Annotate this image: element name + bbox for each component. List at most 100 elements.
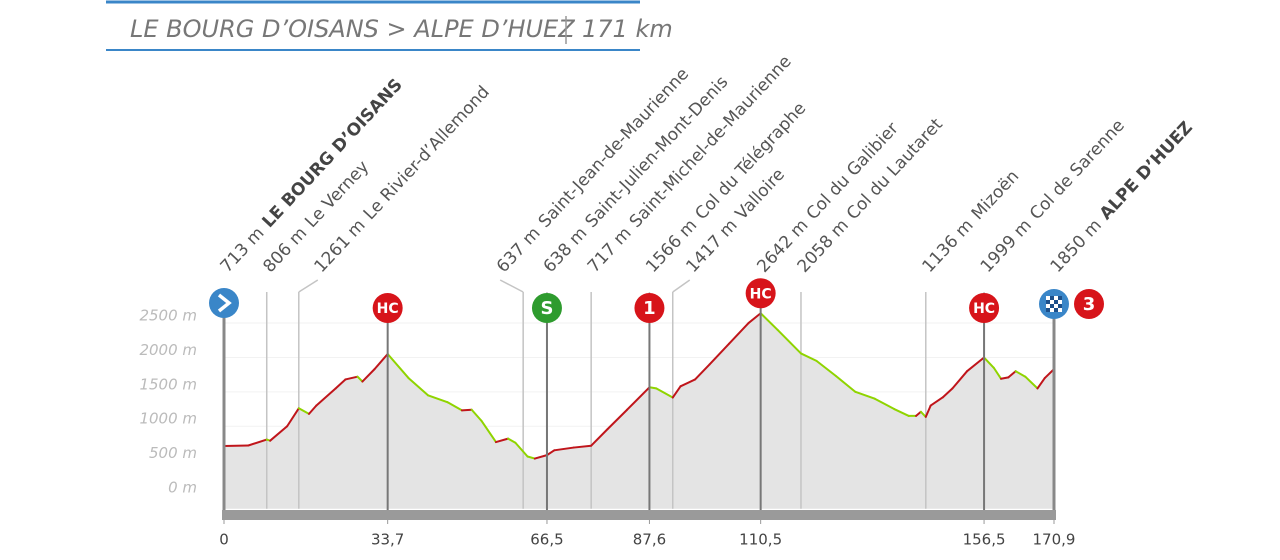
profile-segment [307,404,318,415]
x-tick-label: 66,5 [530,531,563,549]
checker [1046,296,1050,300]
checker [1058,308,1062,312]
profile-segment [951,370,969,390]
profile-segment [446,401,463,412]
ground-bar [222,510,1056,520]
profile-segment [941,387,954,399]
waypoint-elevation: 637 m [493,223,545,276]
y-tick-label: 2500 m [139,307,197,325]
profile-segment [679,378,697,388]
profile-segment [386,353,410,380]
profile-segment [315,387,337,407]
profile-segment [655,387,674,399]
profile-segment [1043,368,1055,380]
profile-segment [507,437,517,444]
profile-segment [407,377,429,397]
profile-segment [460,408,473,412]
profile-segment [356,375,364,383]
x-tick-label: 110,5 [739,531,782,549]
start-arrow [217,293,232,313]
waypoint-label: 1850 mALPE D’HUEZ [1047,118,1197,277]
x-tick-label: 87,6 [633,531,666,549]
profile-segment [893,408,910,417]
waypoint-label: 713 mLE BOURG D’OISANS [217,75,407,277]
profile-segment [1036,377,1046,390]
checker [1054,304,1058,308]
profile-segment [334,378,347,390]
checker [1054,300,1058,304]
profile-segment [708,342,731,366]
profile-area [224,313,1054,509]
y-tick-label: 500 m [149,444,197,462]
checker [1054,308,1058,312]
profile-segment [426,394,449,404]
checker [1046,308,1050,312]
profile-segment [247,438,268,447]
profile-segment [815,359,837,378]
waypoint-elevation: 717 m [584,223,636,276]
profile-segment [919,410,927,418]
x-tick-label: 0 [219,531,229,549]
profile-segment [480,419,497,444]
checker [1058,304,1062,308]
checker [1050,304,1054,308]
checker [1058,296,1062,300]
y-tick-label: 1000 m [139,410,197,428]
profile-segment [545,449,556,457]
profile-segment [648,386,658,390]
waypoint-elevation: 806 m [259,223,311,276]
checker [1050,308,1054,312]
profile-segment [966,356,986,373]
profile-segment [606,408,629,430]
waypoint-label: 1136 mMizoën [918,167,1023,277]
profile-segment [590,427,609,447]
title: LE BOURG D’OISANS > ALPE D’HUEZ [130,15,575,43]
waypoint-elevation: 1850 m [1047,215,1106,276]
profile-segment [361,368,376,383]
profile-segment [924,404,932,418]
profile-segment [1000,376,1010,380]
profile-segment [526,455,536,460]
profile-segment [269,425,289,442]
y-tick-label: 0 m [168,479,197,497]
leader-line [298,279,319,293]
y-tick-label: 1500 m [139,375,197,393]
profile-segment [373,353,389,371]
profile-segment [992,366,1003,380]
profile-segment [747,312,762,325]
profile-segment [799,352,818,362]
checker [1050,300,1054,304]
checker [1050,296,1054,300]
profile-segment [553,446,575,452]
profile-segment [671,385,682,399]
profile-segment [776,328,802,355]
badge-label: S [540,298,553,319]
profile-segment [1007,370,1017,379]
profile-segment [854,390,876,400]
y-tick-label: 2000 m [139,341,197,359]
profile-segment [626,386,651,411]
profile-segment [915,410,922,417]
profile-segment [728,322,750,345]
badge-label: HC [377,301,399,317]
waypoint-elevation: 1999 m [977,215,1036,276]
checker [1054,296,1058,300]
x-tick-label: 33,7 [371,531,404,549]
profile-segment [1024,375,1039,390]
badge [745,278,776,309]
profile-segment [759,312,779,331]
profile-segment [286,407,300,428]
profile-segment [834,375,857,393]
profile-segment [514,441,529,458]
badge-label: HC [750,286,772,302]
badge [969,293,1000,323]
badge-label: 3 [1083,294,1096,315]
x-tick-label: 170,9 [1033,531,1076,549]
profile-segment [572,444,593,449]
profile-segment [1014,370,1027,378]
stage-distance: 171 km [582,15,673,43]
waypoint-elevation: 713 m [217,223,269,276]
profile-segment [983,356,995,369]
profile-segment [873,397,896,411]
